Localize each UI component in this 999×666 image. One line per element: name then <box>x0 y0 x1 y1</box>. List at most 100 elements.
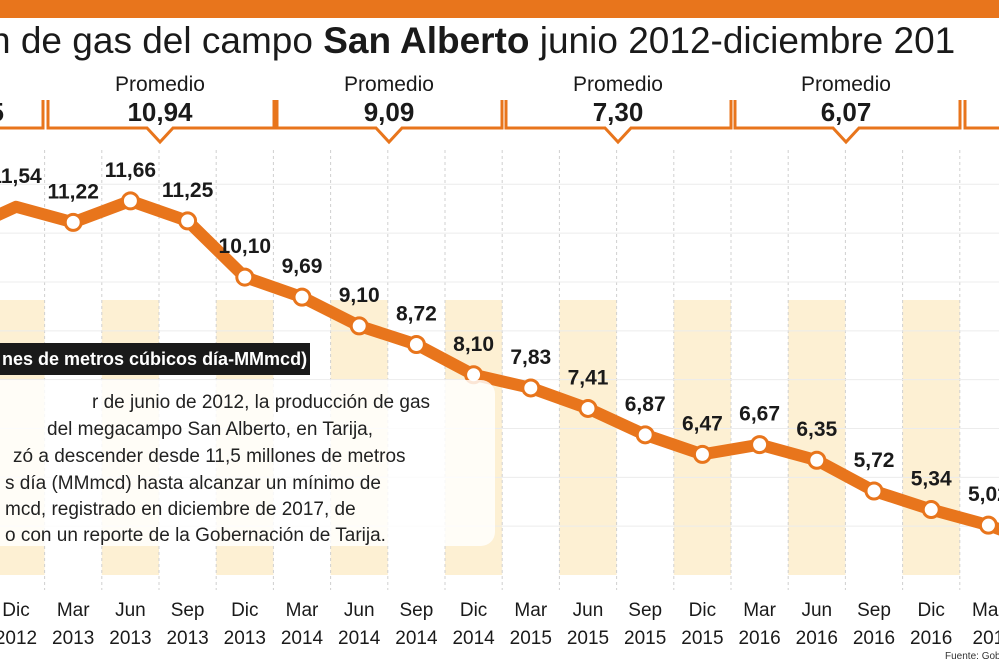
chart-title: n de gas del campo San Alberto junio 201… <box>0 20 955 62</box>
x-tick-label-month: Sep <box>171 600 205 621</box>
average-value: 6,07 <box>821 97 872 127</box>
description-box: r de junio de 2012, la producción de gas… <box>0 380 495 546</box>
x-tick-label-month: Jun <box>344 600 375 621</box>
x-tick-label-year: 2014 <box>452 628 495 649</box>
x-tick-label-month: Dic <box>460 600 487 621</box>
x-tick-label-month: Mar <box>286 600 319 621</box>
data-point <box>978 515 998 535</box>
series-line <box>0 194 999 536</box>
data-point <box>120 191 140 211</box>
description-line: mcd, registrado en diciembre de 2017, de <box>5 499 356 520</box>
average-label: Promedio <box>344 73 434 96</box>
top-accent-bar <box>0 0 999 18</box>
x-tick-label-year: 2016 <box>738 628 780 649</box>
x-tick-label-year: 2013 <box>224 628 266 649</box>
data-point <box>635 425 655 445</box>
x-tick-label-month: Mar <box>57 600 90 621</box>
x-tick-label-month: Sep <box>399 600 433 621</box>
data-label: 6,87 <box>625 393 666 416</box>
data-point <box>750 435 770 455</box>
data-label: 5,02 <box>968 483 999 506</box>
data-point <box>864 481 884 501</box>
data-point <box>178 211 198 231</box>
data-label: 9,10 <box>339 284 380 307</box>
data-label: 11,66 <box>105 159 156 182</box>
data-label: 11,22 <box>47 180 98 203</box>
x-tick-label-month: Dic <box>2 600 29 621</box>
data-label: 5,72 <box>854 449 895 472</box>
data-label: 6,67 <box>739 403 780 426</box>
stripe-band <box>559 300 617 575</box>
unit-label: nes de metros cúbicos día-MMmcd) <box>0 343 310 375</box>
description-line: r de junio de 2012, la producción de gas <box>92 392 431 413</box>
x-tick-label-year: 2016 <box>853 628 895 649</box>
data-label: 6,35 <box>796 418 837 441</box>
data-label: 8,72 <box>396 302 437 325</box>
average-bracket <box>963 100 999 130</box>
average-label: Promedio <box>573 73 663 96</box>
x-tick-label-year: 2012 <box>0 628 37 649</box>
source-note: Fuente: Gober <box>945 651 999 662</box>
x-tick-label-month: Jun <box>573 600 604 621</box>
x-tick-label-year: 2015 <box>681 628 723 649</box>
data-label: 11,54 <box>0 165 42 188</box>
average-bracket <box>504 100 733 145</box>
x-tick-label-month: Dic <box>231 600 258 621</box>
average-bracket <box>733 100 962 145</box>
average-label: Promedio <box>801 73 891 96</box>
x-tick-label-month: Sep <box>857 600 891 621</box>
x-tick-label-year: 2014 <box>281 628 324 649</box>
data-label: 5,34 <box>911 468 952 491</box>
title-prefix: n de gas del campo <box>0 20 324 61</box>
x-tick-label-year: 2013 <box>166 628 208 649</box>
x-tick-label-year: 2016 <box>910 628 952 649</box>
x-tick-label-month: Sep <box>628 600 662 621</box>
x-tick-label-year: 2016 <box>796 628 838 649</box>
data-label: 7,41 <box>568 366 609 389</box>
x-tick-label-year: 2013 <box>109 628 151 649</box>
data-label: 7,83 <box>510 346 551 369</box>
data-label: 8,10 <box>453 333 494 356</box>
title-bold: San Alberto <box>323 20 530 61</box>
stripe-band <box>902 300 960 575</box>
description-line: o con un reporte de la Gobernación de Ta… <box>5 525 386 546</box>
average-value: 7,30 <box>593 97 644 127</box>
x-tick-label-year: 2014 <box>338 628 381 649</box>
x-tick-label-month: Dic <box>689 600 716 621</box>
x-tick-label-month: Jun <box>801 600 832 621</box>
data-point <box>406 334 426 354</box>
data-point <box>807 450 827 470</box>
x-tick-label-year: 2014 <box>395 628 438 649</box>
description-line: del megacampo San Alberto, en Tarija, <box>47 419 374 440</box>
x-tick-label-year: 2015 <box>510 628 552 649</box>
data-point <box>521 378 541 398</box>
data-point <box>63 212 83 232</box>
data-point <box>235 267 255 287</box>
average-bracket <box>46 100 276 145</box>
average-value: 9,09 <box>364 97 415 127</box>
data-point <box>578 398 598 418</box>
data-label: 10,10 <box>219 235 272 258</box>
x-tick-label-year: 2013 <box>52 628 94 649</box>
average-value: 10,94 <box>127 97 193 127</box>
data-point <box>349 316 369 336</box>
x-tick-label-month: Jun <box>115 600 146 621</box>
x-tick-label-month: Dic <box>917 600 944 621</box>
title-suffix: junio 2012-diciembre 201 <box>529 20 956 61</box>
data-label: 9,69 <box>282 255 323 278</box>
description-line: s día (MMmcd) hasta alcanzar un mínimo d… <box>5 473 381 494</box>
stripe-band <box>673 300 731 575</box>
data-label: 6,47 <box>682 412 723 435</box>
data-point <box>692 444 712 464</box>
average-bracket <box>0 100 45 130</box>
data-point <box>921 500 941 520</box>
data-label: 11,25 <box>162 179 214 202</box>
x-tick-label-month: Mar <box>514 600 547 621</box>
stripe-band <box>788 300 846 575</box>
x-tick-label-month: Mar <box>743 600 776 621</box>
average-label: Promedio <box>115 73 205 96</box>
description-line: zó a descender desde 11,5 millones de me… <box>13 446 406 467</box>
average-value: 5 <box>0 97 4 127</box>
x-tick-label-year: 2015 <box>567 628 609 649</box>
